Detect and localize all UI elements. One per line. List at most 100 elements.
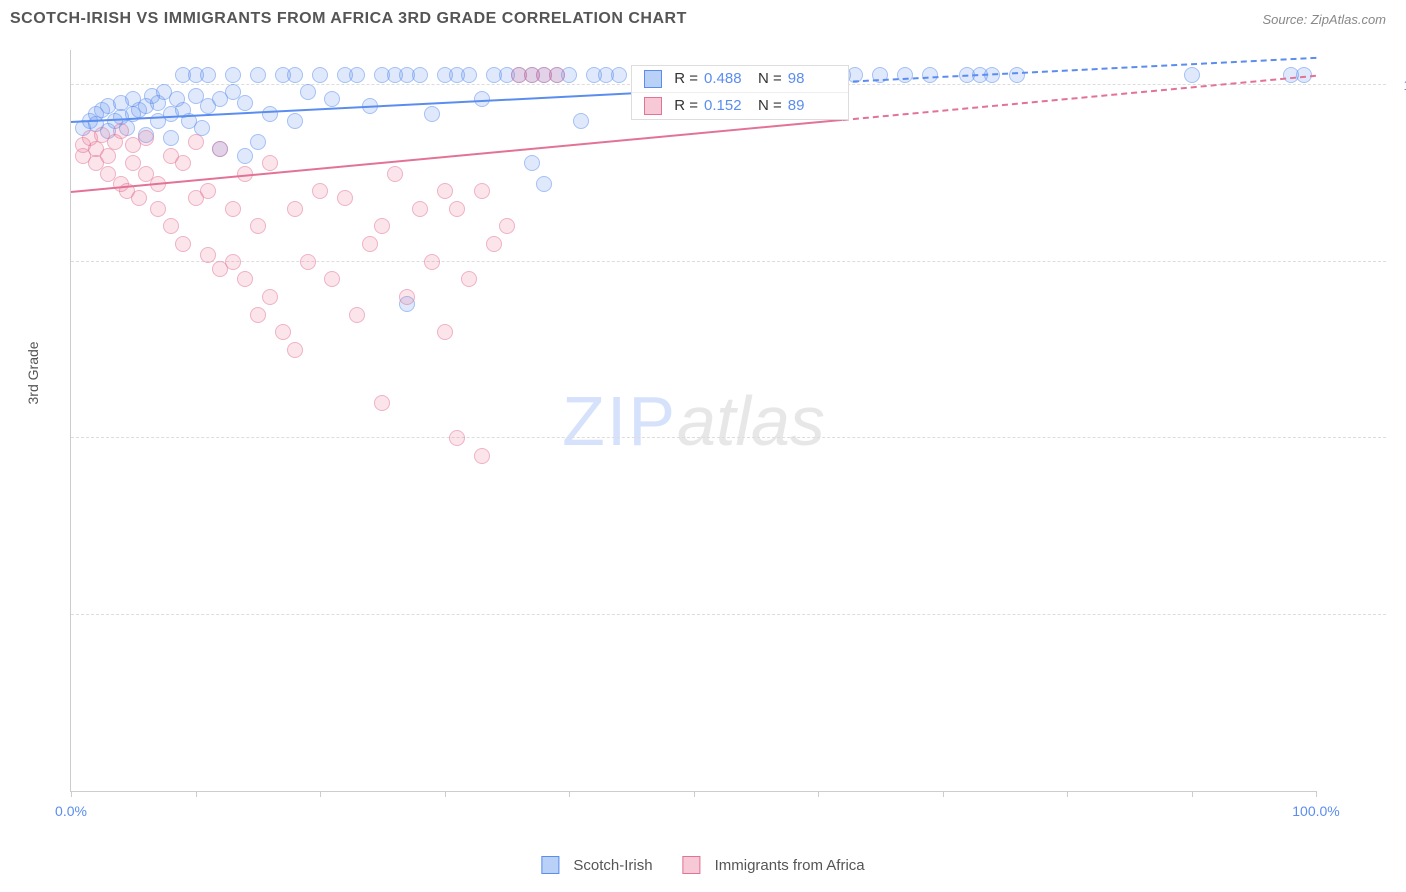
- data-point: [250, 67, 266, 83]
- data-point: [200, 247, 216, 263]
- data-point: [349, 67, 365, 83]
- stat-n-value: 89: [788, 97, 836, 114]
- data-point: [225, 67, 241, 83]
- data-point: [536, 176, 552, 192]
- data-point: [163, 130, 179, 146]
- gridline-h: 95.0%: [71, 261, 1386, 262]
- data-point: [100, 148, 116, 164]
- data-point: [287, 342, 303, 358]
- legend-swatch: [644, 97, 662, 115]
- data-point: [225, 254, 241, 270]
- data-point: [424, 254, 440, 270]
- data-point: [499, 218, 515, 234]
- x-tick: [818, 791, 819, 797]
- data-point: [312, 67, 328, 83]
- data-point: [188, 134, 204, 150]
- legend-swatch: [541, 856, 559, 874]
- data-point: [387, 166, 403, 182]
- stat-n-label: N =: [758, 70, 782, 87]
- regression-line: [843, 75, 1316, 121]
- data-point: [474, 448, 490, 464]
- x-tick: [1316, 791, 1317, 797]
- watermark: ZIPatlas: [562, 381, 825, 461]
- data-point: [225, 201, 241, 217]
- stat-r-value: 0.488: [704, 70, 752, 87]
- x-tick: [320, 791, 321, 797]
- data-point: [412, 67, 428, 83]
- data-point: [449, 430, 465, 446]
- data-point: [573, 113, 589, 129]
- data-point: [437, 324, 453, 340]
- data-point: [312, 183, 328, 199]
- data-point: [175, 155, 191, 171]
- chart-container: 3rd Grade ZIPatlas 85.0% 90.0% 95.0% 100.0%…: [20, 40, 1386, 832]
- data-point: [474, 183, 490, 199]
- data-point: [200, 183, 216, 199]
- data-point: [262, 155, 278, 171]
- data-point: [1009, 67, 1025, 83]
- x-tick: [1192, 791, 1193, 797]
- data-point: [349, 307, 365, 323]
- data-point: [461, 67, 477, 83]
- data-point: [412, 201, 428, 217]
- x-tick: [694, 791, 695, 797]
- data-point: [200, 67, 216, 83]
- stat-n-value: 98: [788, 70, 836, 87]
- data-point: [374, 218, 390, 234]
- stat-r-label: R =: [674, 97, 698, 114]
- legend-swatch: [644, 70, 662, 88]
- stats-legend-row: R =0.152N =89: [632, 93, 848, 119]
- data-point: [287, 67, 303, 83]
- data-point: [897, 67, 913, 83]
- legend-label: Scotch-Irish: [573, 857, 652, 874]
- x-tick: [569, 791, 570, 797]
- data-point: [131, 190, 147, 206]
- data-point: [150, 201, 166, 217]
- chart-title: SCOTCH-IRISH VS IMMIGRANTS FROM AFRICA 3…: [10, 10, 687, 28]
- data-point: [324, 271, 340, 287]
- data-point: [449, 201, 465, 217]
- data-point: [250, 134, 266, 150]
- data-point: [611, 67, 627, 83]
- data-point: [1184, 67, 1200, 83]
- data-point: [324, 91, 340, 107]
- x-tick: [943, 791, 944, 797]
- data-point: [237, 95, 253, 111]
- data-point: [237, 148, 253, 164]
- data-point: [237, 271, 253, 287]
- data-point: [163, 218, 179, 234]
- data-point: [486, 236, 502, 252]
- stat-n-label: N =: [758, 97, 782, 114]
- y-axis-label: 3rd Grade: [25, 341, 41, 404]
- gridline-h: 90.0%: [71, 437, 1386, 438]
- data-point: [524, 155, 540, 171]
- stats-legend: R =0.488N =98R =0.152N =89: [631, 65, 849, 120]
- data-point: [113, 123, 129, 139]
- stats-legend-row: R =0.488N =98: [632, 66, 848, 93]
- legend-item: Immigrants from Africa: [683, 856, 865, 874]
- data-point: [300, 84, 316, 100]
- data-point: [212, 141, 228, 157]
- data-point: [250, 218, 266, 234]
- data-point: [922, 67, 938, 83]
- data-point: [399, 289, 415, 305]
- data-point: [262, 106, 278, 122]
- x-tick: [445, 791, 446, 797]
- x-tick: [1067, 791, 1068, 797]
- x-tick: [196, 791, 197, 797]
- data-point: [424, 106, 440, 122]
- x-tick-label: 0.0%: [55, 803, 87, 819]
- data-point: [287, 113, 303, 129]
- data-point: [374, 395, 390, 411]
- data-point: [362, 236, 378, 252]
- data-point: [262, 289, 278, 305]
- data-point: [300, 254, 316, 270]
- x-tick-label: 100.0%: [1292, 803, 1339, 819]
- data-point: [275, 324, 291, 340]
- legend-item: Scotch-Irish: [541, 856, 652, 874]
- gridline-h: 85.0%: [71, 614, 1386, 615]
- x-tick: [71, 791, 72, 797]
- data-point: [138, 130, 154, 146]
- data-point: [337, 190, 353, 206]
- legend-label: Immigrants from Africa: [715, 857, 865, 874]
